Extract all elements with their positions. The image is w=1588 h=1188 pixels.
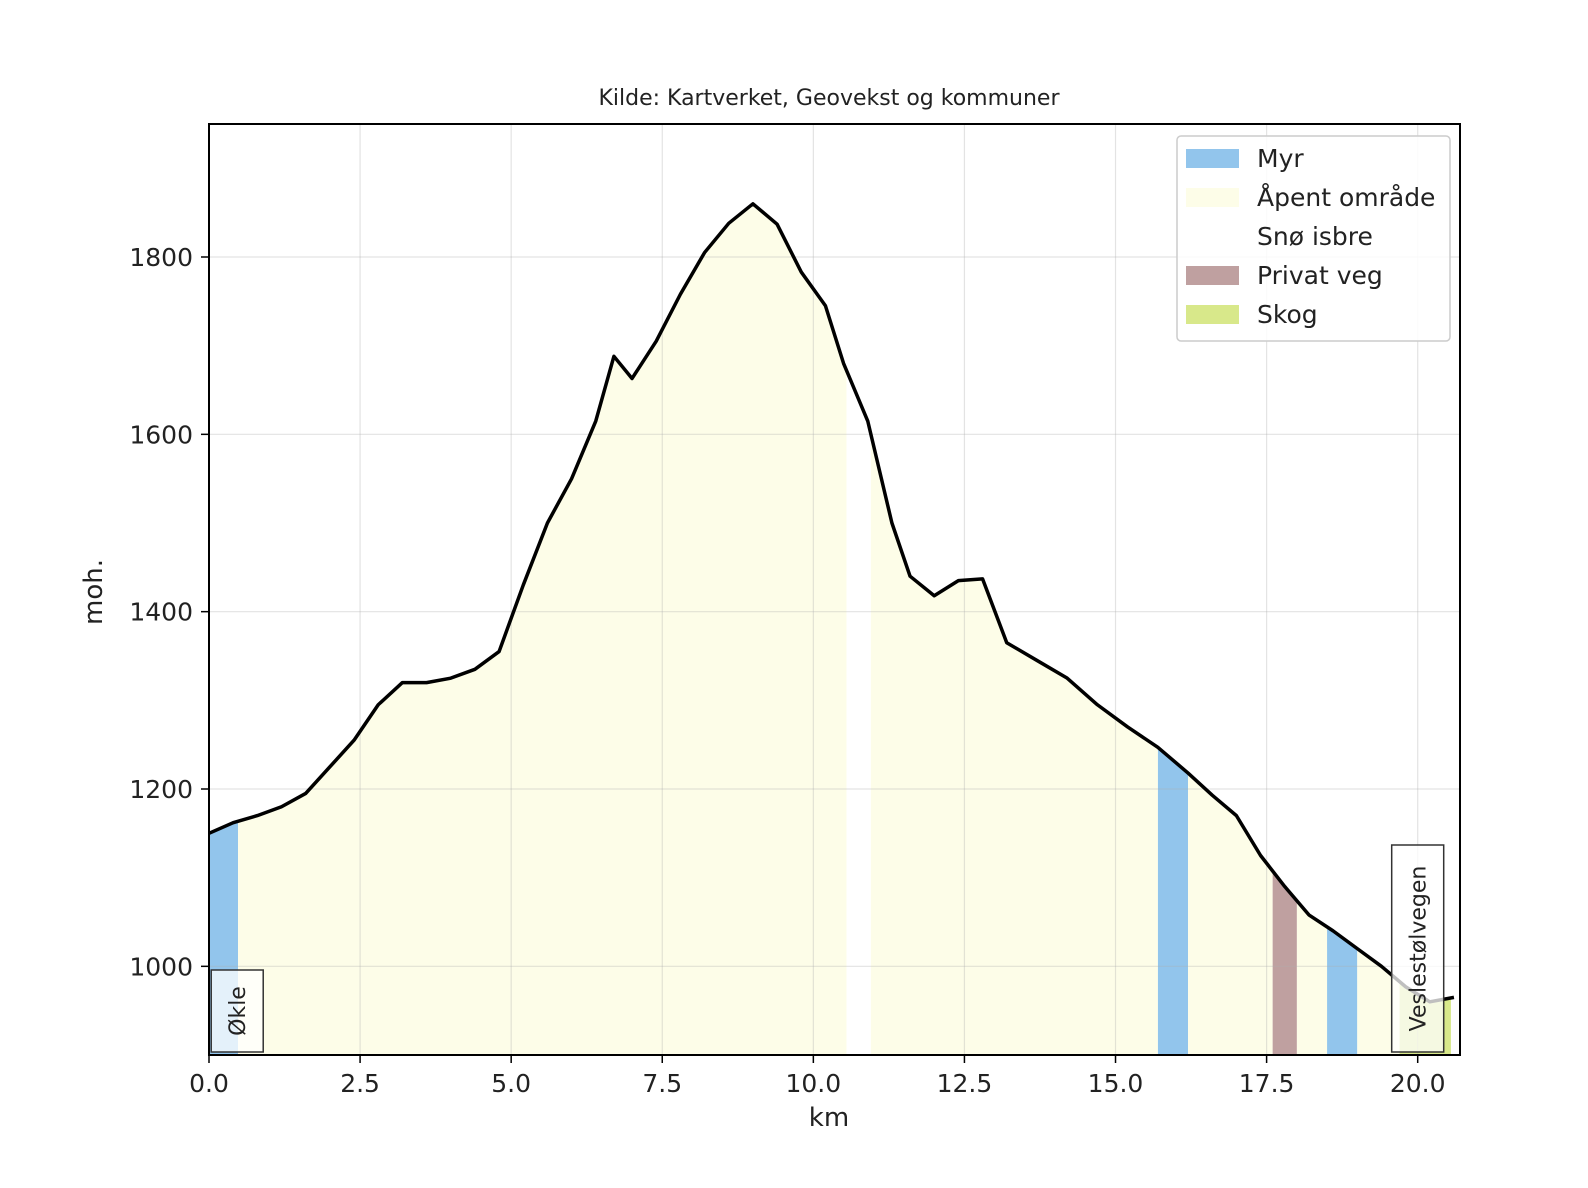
- annotation-box-0: [210, 969, 264, 1053]
- x-tick-label-0: 0.0: [189, 1069, 229, 1098]
- y-tick-label-2: 1400: [129, 598, 193, 627]
- legend-label-1: Åpent område: [1257, 183, 1435, 212]
- legend-swatch-0: [1186, 149, 1239, 168]
- annotation-label-1: Veslestølvegen: [1407, 866, 1432, 1032]
- area-0-span-1: [1157, 747, 1189, 1055]
- area-1-span-0: [238, 203, 847, 1056]
- area-3-span-0: [1272, 871, 1297, 1055]
- place-annotations: Økle Veslestølvegen: [210, 844, 1445, 1053]
- area-1-span-1: [870, 433, 1158, 1055]
- x-tick-label-3: 7.5: [642, 1069, 682, 1098]
- legend-label-0: Myr: [1257, 144, 1304, 173]
- area-2-span-0: [846, 370, 871, 1056]
- y-tick-label-3: 1600: [129, 420, 193, 449]
- legend: Myr Åpent område Snø isbre Privat veg Skog: [1176, 135, 1451, 342]
- axes-frame: [208, 123, 1461, 1056]
- legend-label-3: Privat veg: [1257, 261, 1383, 290]
- legend-label-2: Snø isbre: [1257, 222, 1373, 251]
- legend-swatch-4: [1186, 305, 1239, 324]
- x-tick-label-2: 5.0: [491, 1069, 531, 1098]
- x-tick-label-7: 17.5: [1239, 1069, 1295, 1098]
- x-tick-label-6: 15.0: [1088, 1069, 1144, 1098]
- legend-swatch-1: [1186, 188, 1239, 207]
- y-axis-title: moh.: [79, 559, 109, 625]
- elevation-profile-line: [208, 202, 1455, 1004]
- x-tick-label-4: 10.0: [786, 1069, 842, 1098]
- annotation-box-1: [1390, 844, 1445, 1053]
- x-tick-label-5: 12.5: [937, 1069, 993, 1098]
- y-tick-label-4: 1800: [129, 243, 193, 272]
- y-tick-label-1: 1200: [129, 775, 193, 804]
- chart-title: Kilde: Kartverket, Geovekst og kommuner: [598, 86, 1060, 111]
- y-axis-ticks: 1000 1200 1400 1600 1800: [129, 243, 209, 981]
- area-0-span-2: [1327, 926, 1358, 1055]
- x-axis-title: km: [809, 1103, 849, 1133]
- area-1-span-4: [1357, 948, 1400, 1055]
- legend-box: [1176, 135, 1451, 342]
- annotation-label-0: Økle: [226, 986, 251, 1036]
- y-tick-label-0: 1000: [129, 952, 193, 981]
- profile-group: [208, 202, 1455, 1004]
- x-tick-label-1: 2.5: [340, 1069, 380, 1098]
- legend-swatch-3: [1186, 266, 1239, 285]
- area-1-span-3: [1296, 900, 1328, 1055]
- legend-label-4: Skog: [1257, 300, 1318, 329]
- x-tick-label-8: 20.0: [1390, 1069, 1446, 1098]
- x-axis-ticks: 0.0 2.5 5.0 7.5 10.0 12.5 15.0 17.5 20.0: [189, 1055, 1446, 1098]
- legend-swatch-2: [1186, 227, 1239, 246]
